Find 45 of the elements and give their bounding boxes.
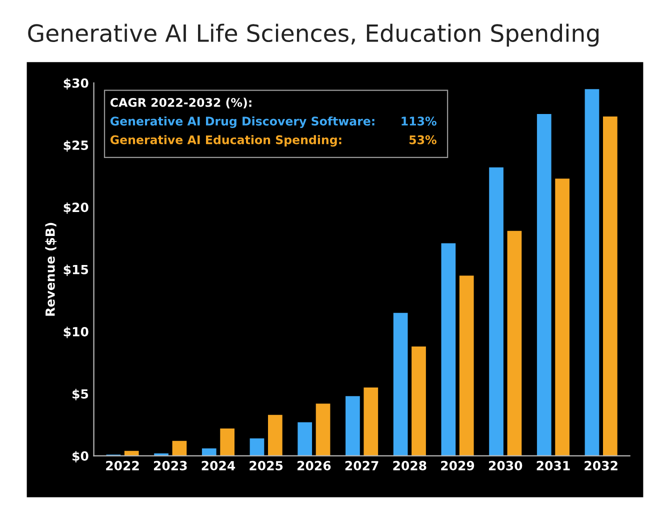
bar: [441, 243, 456, 456]
bar: [172, 440, 187, 456]
x-tick-label: 2030: [488, 460, 522, 470]
y-tick-label: $25: [64, 140, 88, 152]
y-tick-label: $5: [72, 388, 88, 400]
x-tick-label: 2023: [154, 460, 187, 470]
annotation: 113%: [402, 116, 436, 126]
x-tick-label: 2029: [441, 460, 474, 470]
bar: [489, 167, 504, 456]
annotation: 53%: [409, 135, 436, 144]
x-tick-label: 2027: [345, 460, 378, 470]
text: Generative AI Drug Discovery Software:: [110, 116, 374, 128]
x-tick-label: 2022: [106, 460, 139, 470]
bar: [298, 422, 312, 456]
x-tick-label: 2032: [584, 460, 618, 470]
bar: [584, 89, 600, 456]
bar: [555, 178, 570, 456]
bar: [316, 404, 330, 456]
x-tick-label: 2025: [250, 460, 283, 470]
x-tick-label: 2028: [393, 460, 426, 470]
bar: [364, 387, 378, 456]
x-tick-label: 2031: [536, 460, 570, 470]
bar: [220, 428, 234, 456]
bar: [346, 396, 360, 456]
y-axis-title: Revenue ($B): [45, 222, 57, 316]
bar: [507, 230, 522, 456]
y-tick-label: $20: [64, 202, 88, 214]
bar: [268, 414, 282, 456]
x-tick-label: 2026: [298, 460, 331, 470]
bar: [250, 438, 264, 456]
bar: [603, 116, 618, 456]
y-tick-label: $15: [64, 264, 88, 276]
bar: [459, 276, 474, 456]
bar: [202, 448, 216, 456]
chart-title: Generative AI Life Sciences, Education Spending: [28, 24, 599, 47]
y-tick-label: $30: [64, 78, 88, 90]
bar: [412, 346, 426, 456]
bar: [124, 450, 139, 456]
bar: [536, 114, 552, 456]
legend-title: CAGR 2022-2032 (%):: [110, 98, 252, 108]
text: Generative AI Education Spending:: [110, 135, 342, 147]
x-tick-label: 2024: [202, 460, 236, 470]
y-tick-label: $0: [72, 451, 88, 462]
y-tick-label: $10: [64, 326, 88, 338]
bar: [393, 312, 408, 456]
